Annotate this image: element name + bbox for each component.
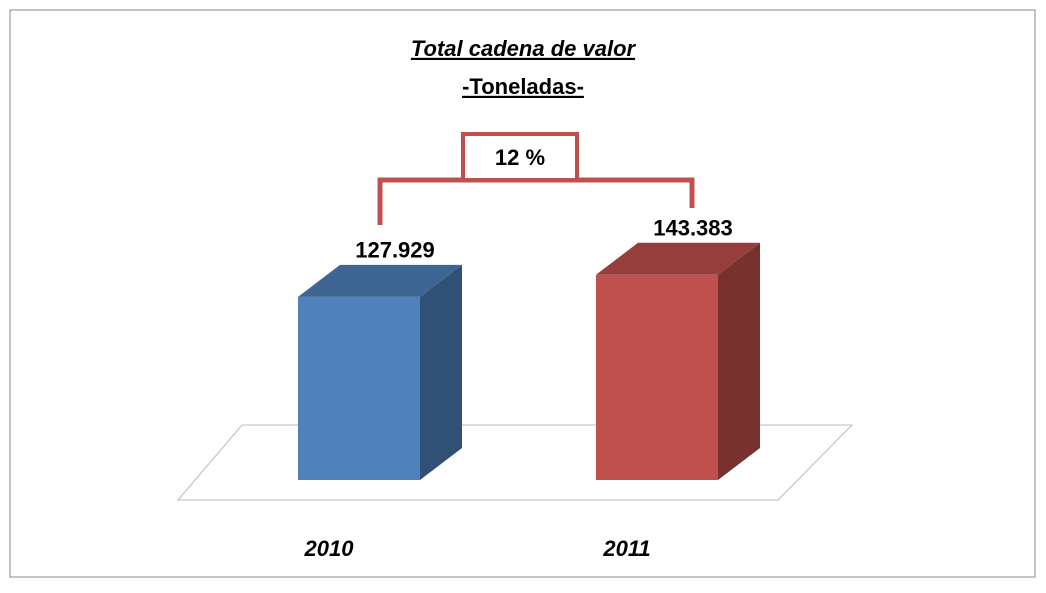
value-label: 127.929: [355, 238, 435, 263]
annotation: 12 %: [495, 145, 545, 170]
value-label: 143.383: [653, 216, 733, 241]
bar-top: [596, 242, 760, 275]
bar: [298, 296, 420, 480]
bar-side: [420, 264, 462, 480]
bar: [596, 274, 718, 480]
bar-top: [298, 264, 462, 297]
annotation-box: [461, 132, 579, 182]
x-tick-label: 2010: [304, 536, 355, 561]
bar-side: [718, 242, 760, 480]
chart-title: Total cadena de valor: [411, 36, 637, 61]
chart-subtitle: -Toneladas-: [462, 74, 584, 99]
x-tick-label: 2011: [602, 536, 650, 561]
